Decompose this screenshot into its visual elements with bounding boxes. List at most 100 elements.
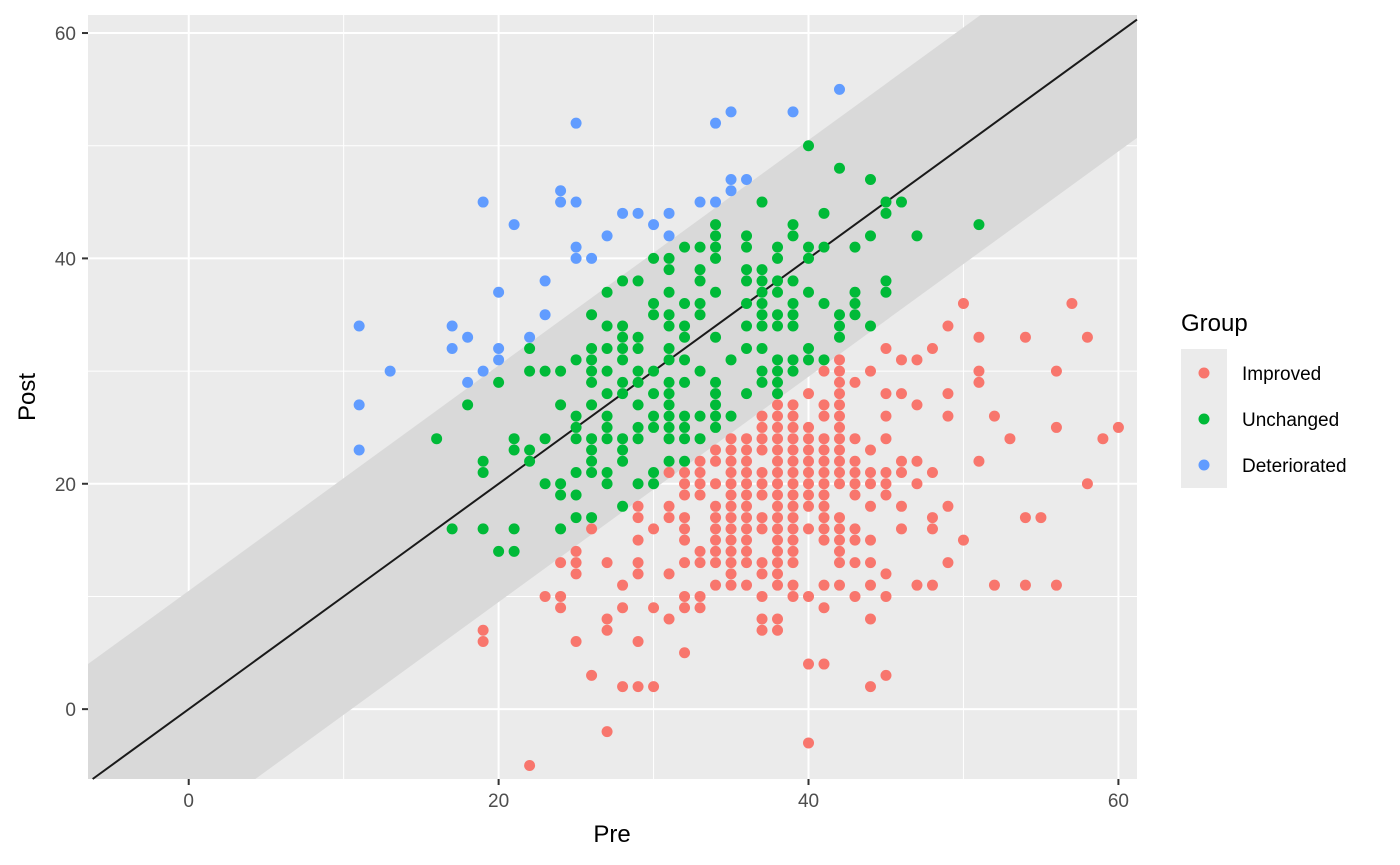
data-point-unchanged xyxy=(663,399,675,411)
data-point-improved xyxy=(803,489,815,501)
data-point-improved xyxy=(864,466,876,478)
data-point-improved xyxy=(679,478,691,490)
data-point-unchanged xyxy=(880,286,892,298)
data-point-unchanged xyxy=(710,252,722,264)
data-point-unchanged xyxy=(663,252,675,264)
data-point-deteriorated xyxy=(725,106,737,118)
data-point-improved xyxy=(849,523,861,535)
data-point-unchanged xyxy=(617,343,629,355)
data-point-improved xyxy=(833,365,845,377)
data-point-improved xyxy=(1035,512,1047,524)
data-point-improved xyxy=(772,466,784,478)
data-point-unchanged xyxy=(663,376,675,388)
data-point-improved xyxy=(849,557,861,569)
data-point-unchanged xyxy=(524,365,536,377)
data-point-unchanged xyxy=(648,309,660,321)
data-point-improved xyxy=(756,444,768,456)
data-point-unchanged xyxy=(632,433,644,445)
data-point-improved xyxy=(787,433,799,445)
data-point-unchanged xyxy=(772,376,784,388)
data-point-unchanged xyxy=(632,343,644,355)
data-point-improved xyxy=(725,557,737,569)
data-point-unchanged xyxy=(818,241,830,253)
data-point-improved xyxy=(679,489,691,501)
data-point-improved xyxy=(833,534,845,546)
data-point-improved xyxy=(803,433,815,445)
data-point-improved xyxy=(756,624,768,636)
data-point-improved xyxy=(787,523,799,535)
data-point-improved xyxy=(818,579,830,591)
data-point-unchanged xyxy=(803,354,815,366)
data-point-improved xyxy=(772,433,784,445)
data-point-improved xyxy=(555,590,567,602)
data-point-improved xyxy=(756,557,768,569)
data-point-improved xyxy=(741,557,753,569)
data-point-unchanged xyxy=(756,309,768,321)
data-point-improved xyxy=(880,489,892,501)
data-point-unchanged xyxy=(818,354,830,366)
data-point-improved xyxy=(741,478,753,490)
data-point-improved xyxy=(787,410,799,422)
data-point-deteriorated xyxy=(725,174,737,186)
data-point-unchanged xyxy=(694,275,706,287)
data-point-improved xyxy=(880,388,892,400)
y-tick-label: 60 xyxy=(55,24,76,45)
data-point-deteriorated xyxy=(353,320,365,332)
series-deteriorated xyxy=(353,83,845,456)
data-point-improved xyxy=(833,512,845,524)
data-point-improved xyxy=(988,410,1000,422)
data-point-unchanged xyxy=(710,286,722,298)
data-point-unchanged xyxy=(772,354,784,366)
data-point-improved xyxy=(911,478,923,490)
data-point-improved xyxy=(741,433,753,445)
data-point-improved xyxy=(694,489,706,501)
data-point-improved xyxy=(895,466,907,478)
data-point-improved xyxy=(694,478,706,490)
data-point-improved xyxy=(787,466,799,478)
data-point-deteriorated xyxy=(462,331,474,343)
data-point-improved xyxy=(772,557,784,569)
data-point-unchanged xyxy=(772,286,784,298)
data-point-deteriorated xyxy=(694,196,706,208)
legend-key-deteriorated xyxy=(1198,459,1210,471)
data-point-unchanged xyxy=(601,421,613,433)
data-point-unchanged xyxy=(431,433,443,445)
data-point-improved xyxy=(710,512,722,524)
data-point-improved xyxy=(833,557,845,569)
data-point-unchanged xyxy=(849,286,861,298)
data-point-improved xyxy=(679,512,691,524)
data-point-improved xyxy=(694,545,706,557)
data-point-unchanged xyxy=(694,433,706,445)
data-point-improved xyxy=(617,602,629,614)
data-point-improved xyxy=(803,388,815,400)
data-point-improved xyxy=(833,545,845,557)
data-point-unchanged xyxy=(524,455,536,467)
data-point-improved xyxy=(632,568,644,580)
data-point-unchanged xyxy=(849,309,861,321)
data-point-improved xyxy=(973,376,985,388)
data-point-improved xyxy=(880,568,892,580)
data-point-improved xyxy=(895,500,907,512)
data-point-unchanged xyxy=(694,241,706,253)
data-point-improved xyxy=(864,478,876,490)
data-point-unchanged xyxy=(818,297,830,309)
data-point-improved xyxy=(803,590,815,602)
data-point-unchanged xyxy=(741,320,753,332)
data-point-deteriorated xyxy=(353,444,365,456)
data-point-deteriorated xyxy=(570,117,582,129)
data-point-unchanged xyxy=(601,365,613,377)
data-point-improved xyxy=(833,455,845,467)
data-point-improved xyxy=(756,410,768,422)
data-point-improved xyxy=(1112,421,1124,433)
data-point-deteriorated xyxy=(555,185,567,197)
data-point-unchanged xyxy=(663,343,675,355)
data-point-improved xyxy=(818,399,830,411)
data-point-improved xyxy=(787,545,799,557)
data-point-improved xyxy=(926,523,938,535)
legend-title: Group xyxy=(1181,310,1248,337)
legend-label-deteriorated: Deteriorated xyxy=(1242,456,1347,477)
data-point-improved xyxy=(818,658,830,670)
data-point-unchanged xyxy=(787,230,799,242)
data-point-improved xyxy=(725,489,737,501)
